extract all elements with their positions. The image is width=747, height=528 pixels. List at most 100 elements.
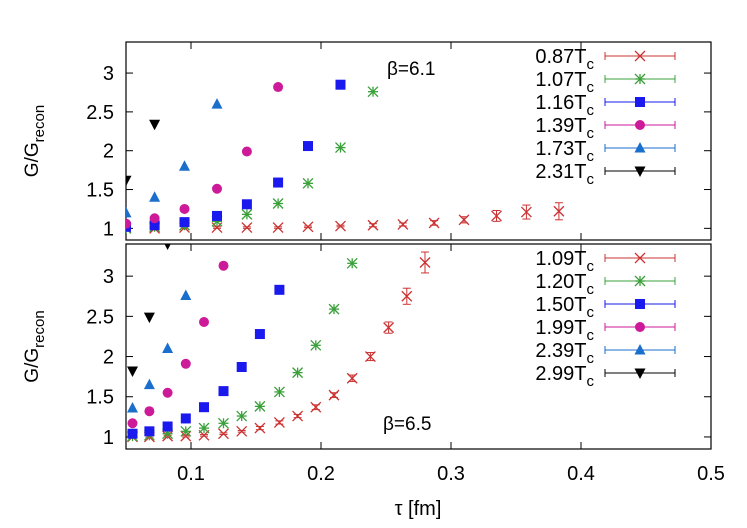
data-point (218, 386, 229, 397)
data-point (179, 217, 190, 228)
data-point (241, 208, 253, 220)
data-point (218, 417, 229, 429)
data-point (162, 387, 173, 398)
data-point (241, 199, 252, 210)
legend-marker (635, 97, 645, 107)
legend-item: 1.07Tc (535, 69, 676, 96)
y-tick-label: 2.5 (86, 306, 114, 328)
data-point (273, 386, 285, 398)
data-point (126, 206, 132, 218)
y-axis-label-text: G/Grecon (22, 105, 48, 177)
legend-label: 2.31Tc (535, 161, 594, 188)
series-triangle-up (127, 289, 192, 413)
y-ticks-bottom: 1 1.5 2 2.5 3 (86, 266, 711, 449)
legend-item: 2.99Tc (535, 363, 676, 390)
data-point (218, 428, 229, 440)
legend-marker (635, 299, 645, 309)
data-point (211, 98, 223, 109)
data-point (458, 214, 470, 226)
legend-item: 0.87Tc (535, 46, 676, 73)
legend-item: 1.50Tc (535, 294, 676, 321)
data-point (236, 425, 248, 437)
series-triangle-up (126, 98, 223, 218)
legend-marker (635, 322, 645, 332)
data-point (383, 322, 395, 334)
data-point (126, 218, 131, 229)
series-square (127, 284, 285, 439)
data-point (367, 86, 379, 98)
data-point (149, 119, 161, 131)
plot-area-bottom (127, 244, 431, 443)
data-point (328, 389, 340, 401)
data-point (180, 289, 192, 300)
data-point (328, 303, 340, 315)
data-point (401, 290, 413, 302)
legend-marker (634, 142, 646, 153)
data-point (241, 146, 252, 157)
data-point (126, 175, 132, 187)
legend-label: 1.73Tc (535, 138, 594, 165)
data-point (199, 316, 209, 327)
y-tick-label: 2 (103, 347, 114, 369)
x-ticks-bottom: 0.1 0.2 0.3 0.4 0.5 (177, 244, 725, 485)
data-point (254, 329, 265, 340)
legend-marker (634, 73, 646, 85)
y-tick-label: 3 (103, 266, 114, 288)
series-star (127, 257, 358, 442)
y-tick-label: 1 (103, 427, 114, 449)
data-point (302, 177, 314, 189)
data-point (236, 362, 247, 372)
data-point (254, 422, 266, 434)
data-point (310, 401, 322, 413)
data-point (367, 219, 379, 231)
legend-marker (634, 50, 646, 62)
series-star (126, 86, 379, 234)
data-point (272, 198, 284, 209)
data-point (212, 183, 222, 194)
y-tick-label: 1.5 (86, 180, 114, 202)
data-point (292, 410, 304, 422)
data-point (144, 426, 155, 437)
data-point (180, 358, 191, 369)
legend-label: 0.87Tc (535, 46, 594, 73)
legend-marker (634, 275, 646, 287)
legend-marker (634, 344, 646, 355)
data-point (273, 177, 284, 188)
data-point (335, 79, 346, 90)
legend-marker (634, 166, 646, 177)
legend-item: 2.31Tc (535, 161, 676, 188)
data-point (127, 428, 138, 439)
legend-label: 2.99Tc (535, 363, 594, 390)
data-point (143, 312, 155, 324)
legend-label: 1.16Tc (535, 92, 594, 119)
data-point (162, 342, 174, 354)
legend-item: 2.39Tc (535, 340, 676, 367)
data-point (520, 206, 532, 218)
legend-label: 2.39Tc (535, 340, 594, 367)
data-point (149, 213, 160, 224)
x-tick-label: 0.4 (567, 463, 595, 485)
data-point (364, 351, 376, 363)
legend-marker (634, 368, 646, 379)
data-point (419, 257, 431, 268)
x-axis-label: τ [fm] (395, 498, 442, 520)
beta-annotation-bottom: β=6.5 (383, 414, 431, 435)
data-point (199, 402, 209, 413)
legend-marker (635, 120, 645, 130)
series-x (126, 202, 565, 234)
data-point (254, 400, 266, 412)
legend-marker (634, 252, 646, 264)
legend-item: 1.73Tc (535, 138, 676, 165)
data-point (149, 191, 161, 202)
data-point (303, 141, 313, 152)
data-point (428, 217, 440, 229)
data-point (397, 219, 409, 230)
data-point (272, 222, 284, 234)
legend-item: 1.20Tc (535, 271, 676, 298)
data-point (164, 244, 171, 250)
legend-label: 1.50Tc (535, 294, 594, 321)
data-point (127, 366, 138, 378)
